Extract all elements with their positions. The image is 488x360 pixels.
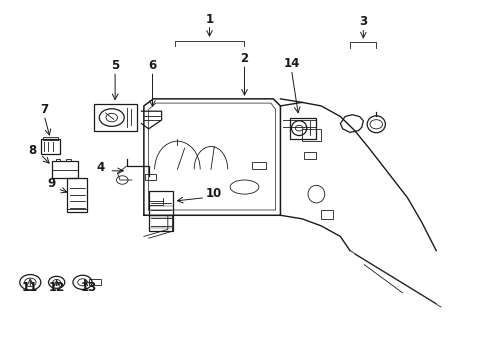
Bar — [321, 210, 332, 219]
Bar — [41, 139, 60, 154]
Bar — [304, 152, 316, 159]
Text: 5: 5 — [111, 59, 119, 72]
Text: 13: 13 — [81, 281, 97, 294]
Bar — [52, 161, 78, 178]
Bar — [251, 162, 265, 170]
Text: 11: 11 — [22, 281, 39, 294]
Text: 6: 6 — [148, 59, 156, 72]
Bar — [145, 174, 156, 180]
Bar — [289, 118, 315, 139]
Bar — [302, 129, 321, 141]
Text: 8: 8 — [28, 144, 37, 157]
Bar — [148, 190, 172, 231]
Text: 2: 2 — [240, 52, 248, 65]
Text: 12: 12 — [48, 281, 64, 294]
Bar — [43, 137, 58, 140]
Text: 10: 10 — [205, 187, 221, 200]
Text: 3: 3 — [359, 15, 366, 28]
Text: 4: 4 — [97, 161, 104, 174]
Text: 7: 7 — [40, 103, 48, 116]
Text: 14: 14 — [283, 57, 299, 70]
Bar — [89, 279, 101, 285]
Bar — [67, 178, 87, 212]
Bar — [93, 104, 137, 131]
Text: 1: 1 — [205, 13, 213, 26]
Text: 9: 9 — [47, 177, 55, 190]
